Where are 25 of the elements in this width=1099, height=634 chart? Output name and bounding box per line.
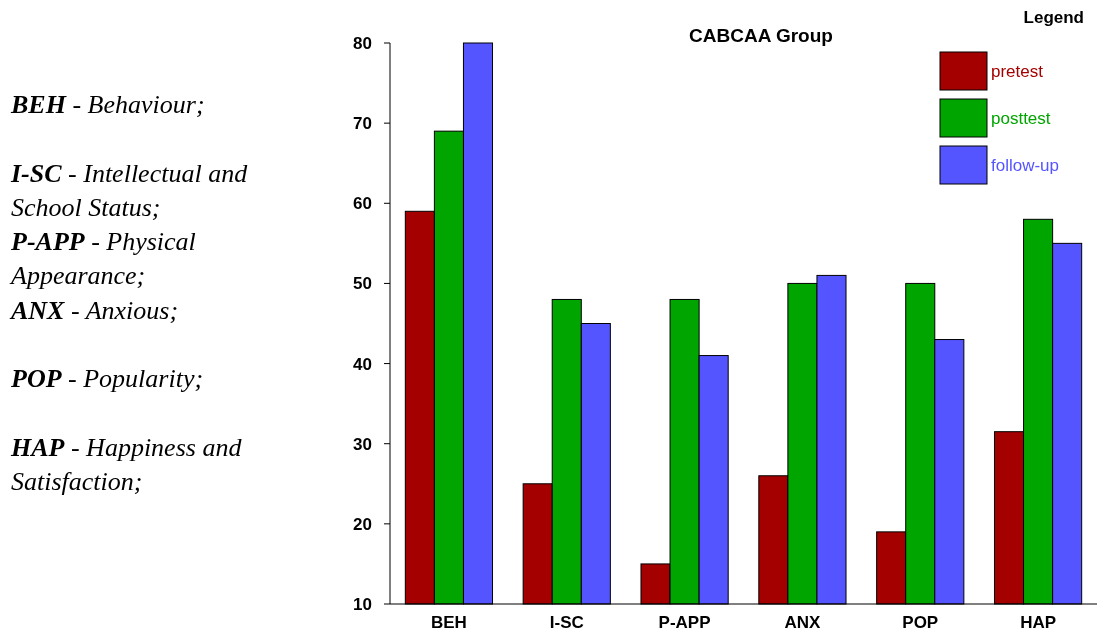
legend-label: pretest [991, 61, 1044, 81]
y-tick-label: 60 [353, 194, 372, 214]
text: ANX - Anxious; [9, 295, 179, 325]
x-tick-label: P-APP [658, 613, 711, 632]
y-tick-label: 70 [353, 114, 372, 134]
y-tick-label: 30 [353, 434, 372, 454]
x-tick-label: HAP [1020, 613, 1057, 632]
y-tick-label: 80 [353, 33, 372, 53]
legend-label: follow-up [991, 155, 1060, 175]
legend-title: Legend [1023, 8, 1084, 27]
text: BEH - Behaviour; [10, 90, 205, 119]
y-tick-label: 50 [353, 274, 372, 294]
y-tick-label: 10 [353, 594, 372, 614]
x-tick-label: POP [902, 613, 939, 632]
y-tick-label: 20 [353, 514, 372, 534]
x-tick-label: BEH [430, 613, 467, 632]
text: POP - Popularity; [10, 364, 204, 393]
x-tick-label: ANX [784, 613, 822, 632]
text: I-SC - Intellectual and School Status; [10, 158, 249, 222]
chart-title: CABCAA Group [689, 25, 833, 46]
text: HAP - Happiness and Satisfaction; [10, 432, 243, 496]
legend-label: posttest [991, 108, 1051, 128]
x-tick-label: I-SC [549, 613, 584, 632]
text: P-APP - Physical Appearance; [9, 227, 196, 290]
y-tick-label: 40 [353, 354, 372, 374]
